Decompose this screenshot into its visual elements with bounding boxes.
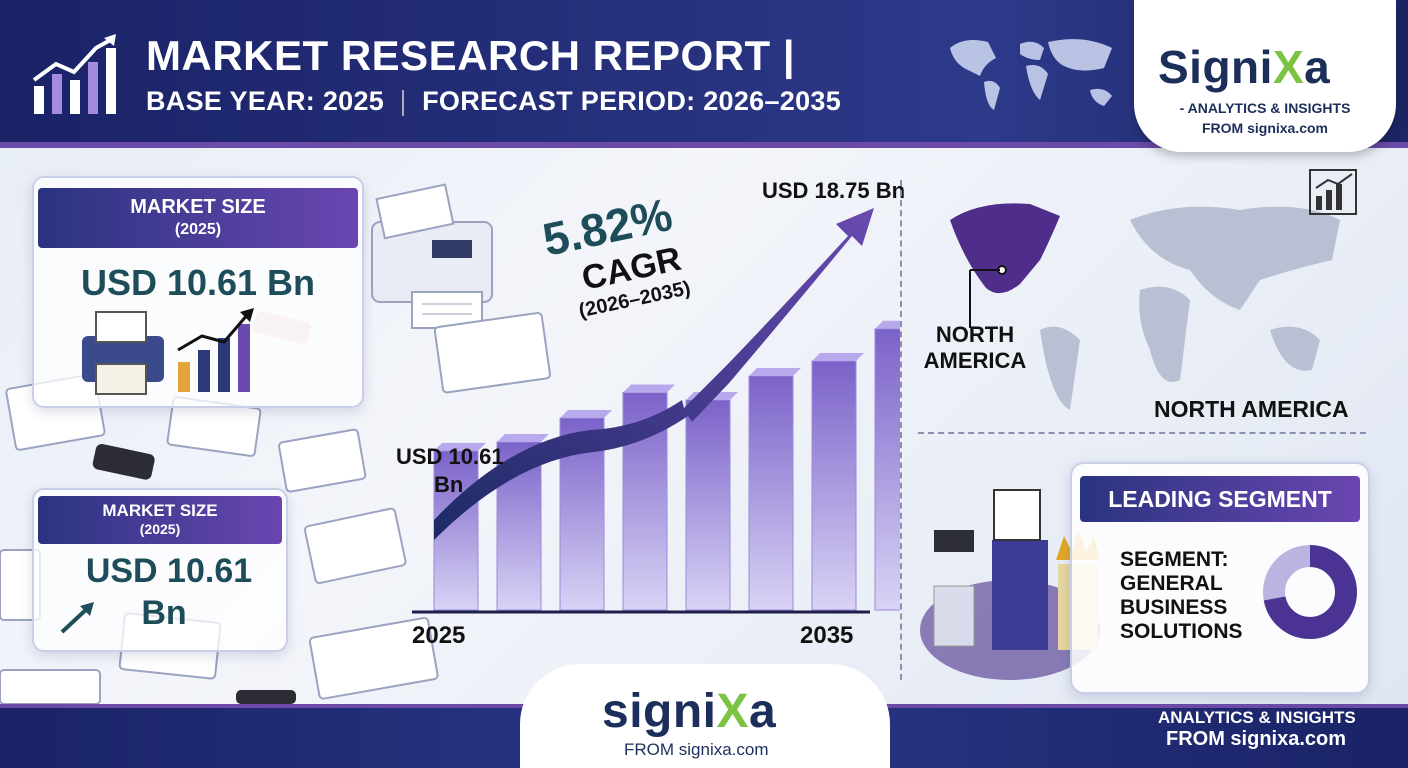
vertical-divider — [900, 180, 902, 680]
brand-tagline-1: - ANALYTICS & INSIGHTS — [1179, 100, 1351, 116]
footer-logo-card: signiXa FROM signixa.com — [520, 664, 890, 768]
market-size-card-bottom-header: MARKET SIZE (2025) — [38, 496, 282, 544]
market-size-year: (2025) — [174, 221, 222, 238]
market-size-card-bottom: MARKET SIZE (2025) USD 10.61 Bn — [32, 488, 288, 652]
north-america-highlight — [950, 203, 1060, 294]
bar-6 — [811, 353, 864, 611]
start-value-label-line1: USD 10.61 — [396, 444, 504, 469]
market-size-card-header: MARKET SIZE (2025) — [38, 188, 358, 248]
footer-tagline-1: ANALYTICS & INSIGHTS — [1158, 708, 1356, 727]
brand-logo-wordmark: SigniXa — [1158, 41, 1331, 93]
market-size-bottom-year: (2025) — [139, 521, 181, 537]
leading-segment-title: LEADING SEGMENT — [1080, 476, 1360, 522]
map-region-label: NORTH AMERICA — [923, 322, 1027, 373]
world-map-icon — [950, 39, 1112, 110]
donut-segment-share — [1263, 545, 1357, 639]
bar-4 — [685, 392, 738, 611]
section-divider — [918, 432, 1366, 434]
brand-tagline-2: FROM signixa.com — [1201, 120, 1329, 136]
market-growth-chart — [412, 208, 900, 614]
end-value-label: USD 18.75 Bn — [762, 178, 906, 203]
x-tick-start: 2025 — [412, 622, 466, 649]
market-size-bottom-value-line2: Bn — [141, 594, 187, 632]
brand-logo-card: SigniXa - ANALYTICS & INSIGHTS FROM sign… — [1134, 0, 1396, 152]
printer-chart-icon — [82, 308, 254, 395]
x-tick-end: 2035 — [800, 622, 854, 649]
footer-logo-wordmark: signiXa — [602, 685, 777, 738]
leading-segment-card: LEADING SEGMENT SEGMENT: GENERAL BUSINES… — [1070, 462, 1370, 694]
bar-7 — [874, 320, 900, 611]
market-size-bottom-value-line1: USD 10.61 — [85, 552, 253, 590]
market-size-bottom-title: MARKET SIZE — [102, 501, 218, 520]
growth-chart-icon — [32, 34, 116, 114]
start-value-label-line2: Bn — [434, 472, 464, 497]
footer-tagline-2: FROM signixa.com — [1166, 728, 1347, 750]
forecast-period: FORECAST PERIOD: 2026–2035 — [422, 86, 842, 116]
analytics-icon — [1309, 169, 1357, 215]
market-size-card-top: MARKET SIZE (2025) USD 10.61 Bn — [32, 176, 364, 408]
page-title: MARKET RESEARCH REPORT | — [146, 32, 796, 79]
market-size-value: USD 10.61 Bn — [80, 262, 316, 303]
header-subtitle: BASE YEAR: 2025 FORECAST PERIOD: 2026–203… — [146, 86, 841, 117]
trend-arrow-icon — [60, 602, 94, 634]
segment-text: SEGMENT: GENERAL BUSINESS SOLUTIONS — [1120, 548, 1243, 643]
growth-arrow — [434, 208, 874, 540]
market-size-title: MARKET SIZE — [130, 196, 266, 218]
footer-logo-from: FROM signixa.com — [624, 740, 769, 759]
segment-share-donut — [1263, 545, 1357, 639]
world-region-map — [950, 203, 1340, 410]
divider — [402, 89, 405, 116]
base-year: BASE YEAR: 2025 — [146, 86, 385, 116]
bar-5 — [748, 368, 801, 611]
region-caption: NORTH AMERICA — [1154, 396, 1349, 422]
